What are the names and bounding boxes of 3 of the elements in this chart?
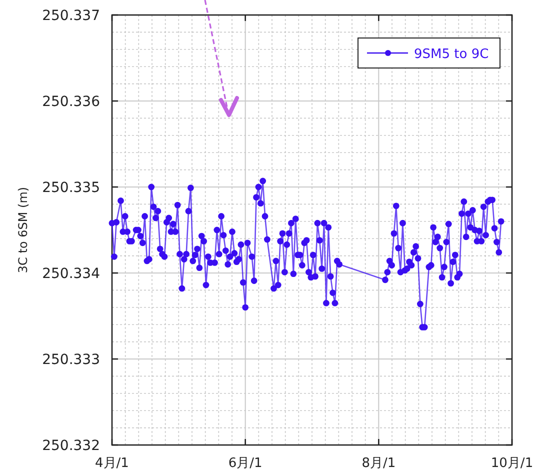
legend: 9SM5 to 9C bbox=[358, 38, 500, 68]
ylabel: 3C to 6SM (m) bbox=[16, 186, 30, 274]
legend-label: 9SM5 to 9C bbox=[414, 47, 489, 62]
